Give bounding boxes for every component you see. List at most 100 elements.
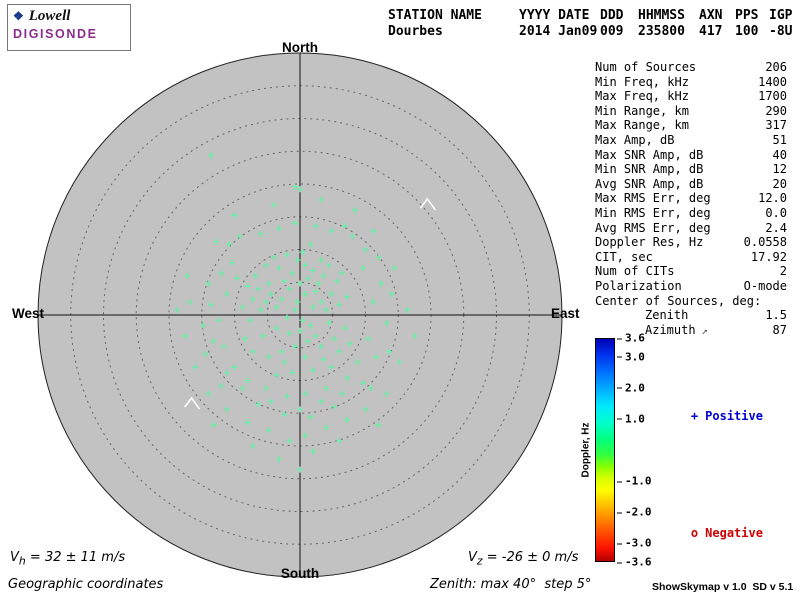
stat-value: O-mode bbox=[743, 278, 787, 293]
source-marker bbox=[283, 393, 290, 400]
source-marker bbox=[317, 343, 324, 350]
source-marker bbox=[297, 186, 303, 193]
source-marker bbox=[325, 319, 332, 326]
source-marker bbox=[186, 298, 193, 305]
colorbar-tick-label: 1.0 bbox=[617, 412, 645, 426]
source-marker bbox=[404, 306, 411, 313]
source-marker bbox=[289, 270, 296, 277]
vz-subscript: z bbox=[476, 554, 483, 568]
header-col-value: 2014 Jan09 bbox=[519, 24, 598, 39]
stat-value: 12.0 bbox=[758, 191, 787, 206]
source-marker bbox=[317, 256, 324, 263]
stat-row: Zenith 1.5 bbox=[595, 308, 787, 323]
source-marker bbox=[294, 298, 301, 305]
stat-label: Max RMS Err, deg bbox=[595, 191, 711, 206]
direction-arrow bbox=[419, 197, 437, 211]
compass-label-north: North bbox=[282, 40, 318, 55]
colorbar-gradient bbox=[596, 339, 614, 561]
header-col-label: HHMMSS bbox=[638, 8, 685, 23]
source-marker bbox=[257, 230, 264, 237]
source-marker bbox=[181, 332, 188, 339]
legend-negative-label: Negative bbox=[705, 526, 763, 540]
source-marker bbox=[307, 322, 314, 329]
stat-label: Min RMS Err, deg bbox=[595, 205, 711, 220]
stat-label: Min Freq, kHz bbox=[595, 74, 689, 89]
coordinates-mode-label: Geographic coordinates bbox=[8, 577, 164, 592]
source-marker bbox=[184, 272, 191, 279]
source-marker bbox=[320, 272, 327, 279]
source-marker bbox=[359, 264, 366, 271]
source-marker bbox=[372, 353, 379, 360]
source-marker bbox=[262, 385, 269, 392]
stat-label: Max SNR Amp, dB bbox=[595, 147, 704, 162]
source-marker bbox=[210, 422, 217, 429]
lowell-emblem-icon: ❖ bbox=[13, 9, 24, 23]
header-col-label: STATION NAME bbox=[388, 8, 482, 23]
source-marker bbox=[359, 380, 366, 387]
stat-value: 0.0558 bbox=[743, 235, 787, 250]
vz-velocity-readout: Vz = -26 ± 0 m/s bbox=[468, 550, 578, 568]
source-marker bbox=[302, 353, 309, 360]
source-marker bbox=[367, 385, 374, 392]
source-marker bbox=[252, 272, 259, 279]
stat-row: Min Range, km 290 bbox=[595, 104, 787, 119]
source-marker bbox=[262, 262, 269, 269]
source-marker bbox=[234, 275, 241, 282]
stat-row: Azimuth ↗ 87 bbox=[595, 323, 787, 340]
header-col-label: DDD bbox=[600, 8, 624, 23]
azimuth-direction-icon: ↗ bbox=[695, 325, 708, 337]
header-col-value: 009 bbox=[600, 24, 624, 39]
source-marker bbox=[331, 403, 338, 410]
vh-subscript: h bbox=[18, 554, 26, 568]
source-marker bbox=[265, 427, 272, 434]
source-marker bbox=[218, 270, 225, 277]
colorbar-tick-label: -3.0 bbox=[617, 536, 652, 550]
source-marker bbox=[276, 264, 283, 271]
source-marker bbox=[281, 359, 288, 366]
stat-value: 206 bbox=[765, 60, 787, 74]
source-marker bbox=[354, 359, 361, 366]
source-marker bbox=[228, 259, 235, 266]
source-marker bbox=[297, 466, 303, 473]
source-marker bbox=[317, 398, 324, 405]
source-marker bbox=[278, 296, 285, 303]
stat-label: CIT, sec bbox=[595, 249, 653, 264]
source-marker bbox=[396, 359, 403, 366]
stat-row: Max Freq, kHz 1700 bbox=[595, 89, 787, 104]
source-marker bbox=[270, 254, 277, 261]
stat-label: Min Range, km bbox=[595, 103, 689, 118]
source-marker bbox=[365, 335, 372, 342]
stat-value: 1400 bbox=[758, 74, 787, 89]
source-marker bbox=[221, 343, 228, 350]
source-marker bbox=[310, 267, 317, 274]
source-marker bbox=[302, 291, 309, 298]
skymap-plot bbox=[37, 52, 563, 578]
source-marker bbox=[336, 437, 343, 444]
colorbar-axis-label: Doppler, Hz bbox=[580, 422, 592, 478]
source-marker bbox=[388, 291, 395, 298]
source-marker bbox=[283, 314, 290, 321]
stat-value: 1.5 bbox=[765, 308, 787, 323]
stat-row: Avg SNR Amp, dB 20 bbox=[595, 177, 787, 192]
stat-row: Min RMS Err, deg 0.0 bbox=[595, 206, 787, 221]
stat-value: 317 bbox=[765, 118, 787, 133]
source-marker bbox=[249, 348, 256, 355]
stat-label: Num of Sources bbox=[595, 60, 697, 74]
stat-value: 1700 bbox=[758, 89, 787, 104]
source-marker bbox=[291, 343, 298, 350]
legend-positive: + Positive bbox=[662, 395, 763, 437]
source-marker bbox=[320, 356, 327, 363]
source-marker bbox=[383, 390, 390, 397]
legend-negative: o Negative bbox=[662, 512, 763, 554]
source-marker bbox=[265, 353, 272, 360]
stat-value: 20 bbox=[772, 176, 787, 191]
header-col-label: IGP bbox=[769, 8, 793, 23]
stat-label: Num of CITs bbox=[595, 264, 675, 279]
stat-row: Doppler Res, Hz 0.0558 bbox=[595, 235, 787, 250]
vz-value: = -26 ± 0 m/s bbox=[482, 550, 579, 565]
source-marker bbox=[375, 422, 382, 429]
source-marker bbox=[268, 398, 275, 405]
source-marker bbox=[386, 348, 393, 355]
stat-row: Num of Sources 206 bbox=[595, 60, 787, 75]
